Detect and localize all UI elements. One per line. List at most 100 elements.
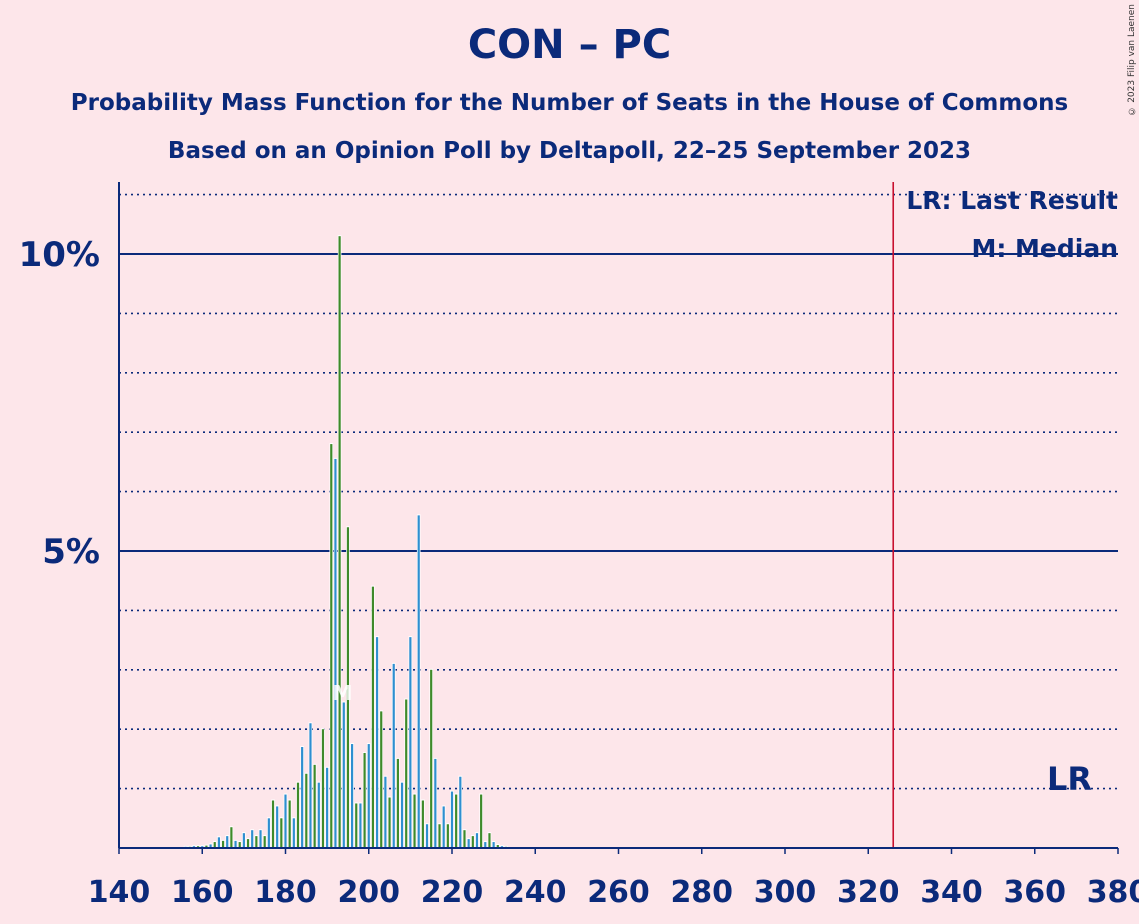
last-result-label: LR — [1047, 760, 1092, 798]
bar-207 — [396, 758, 399, 848]
x-tick-label: 140 — [88, 875, 151, 910]
bar-231 — [496, 845, 499, 848]
bar-series — [183, 235, 508, 848]
x-tick-label: 320 — [837, 875, 900, 910]
bar-212 — [417, 515, 420, 848]
bar-185 — [305, 773, 308, 848]
bar-182 — [292, 818, 295, 848]
x-tick-label: 240 — [504, 875, 567, 910]
bar-228 — [484, 842, 487, 848]
x-tick-label: 180 — [254, 875, 317, 910]
bar-166 — [226, 836, 229, 848]
bar-203 — [380, 711, 383, 848]
bar-175 — [263, 836, 266, 848]
bar-226 — [475, 833, 479, 848]
bar-196 — [351, 744, 354, 848]
gridlines — [119, 193, 1118, 790]
bar-222 — [459, 776, 462, 848]
legend: LR: Last Result M: Median — [906, 186, 1118, 263]
bar-179 — [280, 818, 283, 848]
median-marker: M — [333, 681, 353, 705]
bar-184 — [301, 747, 304, 848]
bar-229 — [488, 833, 491, 848]
legend-median: M: Median — [971, 234, 1118, 263]
x-tick-label: 280 — [670, 875, 733, 910]
bar-210 — [409, 637, 412, 848]
chart-subtitle: Probability Mass Function for the Number… — [70, 90, 1069, 116]
bar-165 — [221, 840, 225, 848]
bar-194 — [342, 702, 345, 848]
bar-168 — [234, 840, 237, 848]
legend-last-result: LR: Last Result — [906, 186, 1118, 215]
bar-201 — [371, 586, 375, 848]
bar-187 — [313, 764, 316, 848]
x-axis-ticks: 140 160 180 200 220 240 260 280 300 320 340 360 380 — [88, 848, 1139, 910]
y-tick-label: 10% — [19, 235, 100, 275]
bar-200 — [367, 744, 370, 848]
chart-title: CON – PC — [467, 22, 672, 68]
bar-217 — [438, 824, 441, 848]
bar-204 — [384, 776, 387, 848]
bar-218 — [442, 806, 445, 848]
x-tick-label: 220 — [421, 875, 484, 910]
y-tick-label: 5% — [42, 532, 100, 572]
bar-215 — [430, 669, 433, 848]
y-axis-ticks: 5% 10% — [19, 235, 100, 572]
bar-225 — [471, 836, 474, 848]
bar-189 — [321, 729, 325, 848]
x-tick-label: 360 — [1003, 875, 1066, 910]
bar-195 — [346, 527, 350, 848]
bar-167 — [230, 827, 233, 848]
bar-213 — [421, 800, 424, 848]
bar-223 — [463, 830, 466, 848]
bar-202 — [375, 637, 379, 848]
bar-206 — [392, 663, 395, 848]
bar-192 — [334, 458, 337, 848]
bar-162 — [209, 844, 212, 848]
bar-173 — [255, 836, 258, 848]
bar-197 — [355, 803, 358, 848]
bar-183 — [296, 782, 300, 848]
x-tick-label: 380 — [1087, 875, 1139, 910]
bar-219 — [446, 824, 449, 848]
bar-199 — [363, 752, 366, 848]
bar-171 — [246, 839, 250, 848]
bar-190 — [326, 767, 329, 848]
bar-198 — [359, 803, 362, 848]
bar-221 — [455, 794, 458, 848]
x-tick-label: 300 — [754, 875, 817, 910]
bar-170 — [242, 833, 245, 848]
bar-161 — [205, 845, 208, 848]
bar-209 — [405, 699, 408, 848]
chart-source-line: Based on an Opinion Poll by Deltapoll, 2… — [167, 138, 972, 164]
markers: M — [333, 182, 895, 848]
x-tick-label: 160 — [171, 875, 234, 910]
bar-227 — [480, 794, 483, 848]
bar-174 — [259, 830, 262, 848]
bar-220 — [450, 791, 454, 848]
x-tick-label: 340 — [920, 875, 983, 910]
bar-186 — [309, 723, 312, 848]
bar-208 — [400, 782, 404, 848]
bar-180 — [284, 794, 287, 848]
bar-211 — [413, 794, 416, 848]
bar-216 — [434, 758, 437, 848]
bar-169 — [238, 842, 241, 848]
bar-205 — [388, 797, 391, 848]
bar-163 — [213, 842, 216, 848]
axes — [118, 182, 1118, 849]
bar-181 — [288, 800, 291, 848]
x-tick-label: 200 — [337, 875, 400, 910]
bar-193 — [338, 236, 341, 848]
bar-214 — [425, 824, 429, 848]
bar-177 — [271, 800, 275, 848]
bar-176 — [267, 818, 270, 848]
bar-164 — [217, 837, 220, 848]
bar-178 — [276, 806, 279, 848]
x-tick-label: 260 — [587, 875, 650, 910]
bar-191 — [330, 444, 333, 848]
bar-188 — [317, 782, 320, 848]
bar-224 — [467, 839, 470, 848]
bar-172 — [251, 830, 254, 848]
